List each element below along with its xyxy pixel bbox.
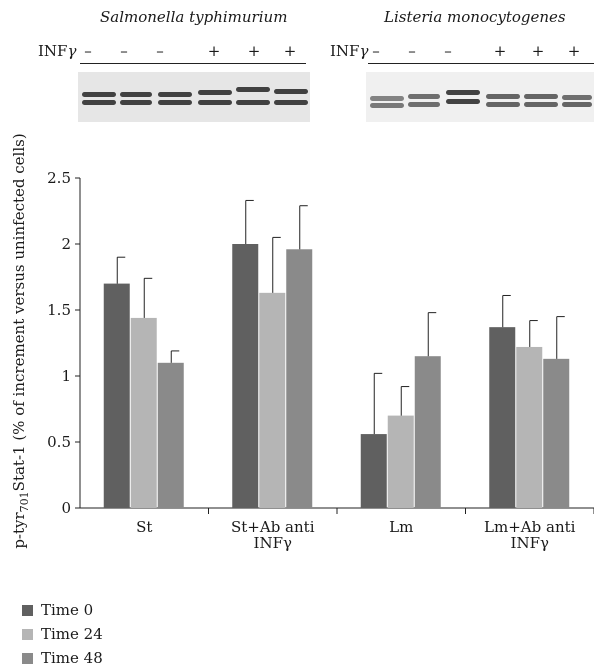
blot-band <box>198 100 232 105</box>
blot-band <box>274 100 308 105</box>
x-tick-label: St+Ab anti INFγ <box>231 518 315 552</box>
legend-swatch <box>22 628 33 640</box>
bar-chart: 0 0.5 1 1.5 2 2.5 p-tyr701Stat-1 (% of increme… <box>10 133 594 552</box>
lane-sign: + <box>247 42 261 60</box>
ifn-label-salmonella: INFγ <box>38 42 77 60</box>
legend-label: Time 0 <box>41 601 94 619</box>
y-tick-label: 1.5 <box>47 301 71 319</box>
lane-sign: + <box>207 42 221 60</box>
legend-item-time48: Time 48 <box>22 646 103 670</box>
ifn-lane-row-listeria: INFγ – – – + + + <box>330 42 594 62</box>
lane-sign: – <box>156 42 164 60</box>
blot-band <box>82 100 116 105</box>
chart-legend: Time 0 Time 24 Time 48 <box>22 598 103 670</box>
blot-band <box>486 102 520 107</box>
blot-underline-listeria <box>368 63 594 64</box>
bar <box>286 249 313 508</box>
bar <box>360 434 387 508</box>
bar <box>543 358 570 508</box>
blot-underline-salmonella <box>80 63 306 64</box>
lane-sign: + <box>493 42 507 60</box>
x-tick-label: Lm <box>389 518 413 536</box>
legend-swatch <box>22 652 33 664</box>
y-tick-label: 0 <box>61 499 71 517</box>
blot-image-salmonella <box>78 72 310 122</box>
blot-band <box>486 94 520 99</box>
blot-band <box>524 94 558 99</box>
x-tick-label: Lm+Ab anti INFγ <box>484 518 576 552</box>
ifn-lane-row-salmonella: INFγ – – – + + + <box>38 42 338 62</box>
blot-band <box>158 100 192 105</box>
blot-band <box>370 96 404 101</box>
y-tick-label: 2 <box>61 235 71 253</box>
y-axis-label: p-tyr701Stat-1 (% of increment versus un… <box>10 133 31 548</box>
blot-band <box>82 92 116 97</box>
bar <box>414 356 441 508</box>
blot-image-listeria <box>366 72 594 122</box>
blot-band <box>236 87 270 92</box>
bar <box>516 346 543 508</box>
legend-label: Time 24 <box>41 625 103 643</box>
blot-band <box>120 100 152 105</box>
lane-sign: – <box>408 42 416 60</box>
bar <box>103 283 130 508</box>
blot-band <box>562 95 592 100</box>
lane-sign: – <box>84 42 92 60</box>
blot-title-listeria: Listeria monocytogenes <box>384 8 566 26</box>
y-tick-label: 0.5 <box>47 433 71 451</box>
lane-sign: + <box>283 42 297 60</box>
ifn-label-listeria: INFγ <box>330 42 369 60</box>
legend-swatch <box>22 604 33 616</box>
bar <box>259 292 286 508</box>
bar <box>130 317 157 508</box>
blot-band <box>274 89 308 94</box>
blot-band <box>524 102 558 107</box>
bar <box>489 327 516 508</box>
bar <box>387 415 414 508</box>
legend-item-time0: Time 0 <box>22 598 103 622</box>
blot-band <box>408 94 440 99</box>
lane-sign: – <box>120 42 128 60</box>
y-tick-label: 1 <box>61 367 71 385</box>
blot-band <box>236 100 270 105</box>
x-tick-label: St <box>136 518 152 536</box>
legend-label: Time 48 <box>41 649 103 667</box>
lane-sign: + <box>567 42 581 60</box>
blot-band <box>370 103 404 108</box>
y-tick-label: 2.5 <box>47 169 71 187</box>
lane-sign: – <box>372 42 380 60</box>
blot-title-salmonella: Salmonella typhimurium <box>100 8 288 26</box>
blot-band <box>446 99 480 104</box>
lane-sign: – <box>444 42 452 60</box>
bar <box>157 362 184 508</box>
blot-band <box>120 92 152 97</box>
bar <box>232 244 259 508</box>
blot-band <box>562 102 592 107</box>
blot-band <box>408 102 440 107</box>
blot-band <box>158 92 192 97</box>
blot-band <box>198 90 232 95</box>
legend-item-time24: Time 24 <box>22 622 103 646</box>
blot-band <box>446 90 480 95</box>
lane-sign: + <box>531 42 545 60</box>
